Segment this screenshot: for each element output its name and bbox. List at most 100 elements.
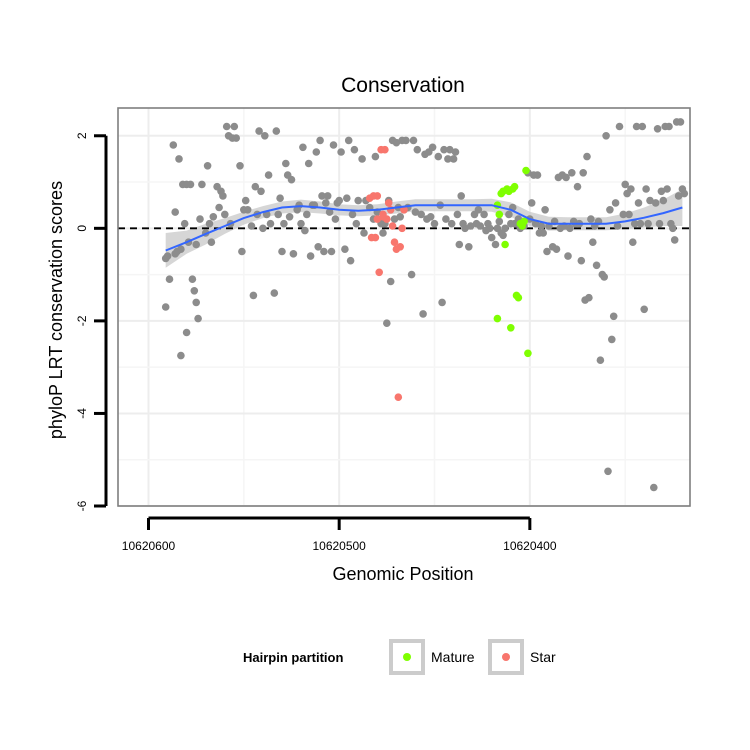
data-point-other: [219, 192, 227, 200]
data-point-other: [539, 229, 547, 237]
data-point-other: [402, 136, 410, 145]
data-point-other: [320, 247, 328, 256]
data-point-other: [251, 182, 260, 191]
data-point-mature: [518, 222, 526, 230]
data-point-other: [476, 222, 485, 230]
data-point-other: [417, 210, 426, 219]
data-point-other: [299, 143, 307, 152]
data-point-other: [188, 275, 197, 284]
data-point-other: [613, 222, 622, 230]
data-point-star: [373, 192, 382, 200]
data-point-other: [352, 219, 361, 228]
data-point-other: [487, 233, 496, 242]
data-point-other: [346, 256, 355, 265]
data-point-other: [676, 118, 685, 126]
data-point-other: [171, 208, 179, 216]
data-point-star: [396, 243, 405, 251]
data-point-other: [316, 136, 324, 145]
data-point-other: [358, 155, 366, 163]
plot-panel-border: [117, 107, 691, 507]
smooth-fit-layer: [165, 204, 683, 252]
data-point-other: [163, 252, 172, 260]
data-point-other: [486, 224, 494, 233]
data-point-other: [455, 240, 464, 249]
data-point-other: [611, 199, 620, 207]
data-point-other: [386, 277, 395, 286]
data-point-other: [474, 206, 483, 214]
legend-marker-mature: [403, 653, 411, 661]
data-point-other: [621, 180, 629, 189]
data-point-other: [236, 162, 244, 170]
legend-label-star: Star: [530, 649, 556, 665]
data-point-other: [232, 134, 240, 142]
y-tick-label: -6: [75, 500, 89, 511]
data-point-other: [465, 243, 473, 251]
data-point-other: [259, 224, 267, 233]
legend: Hairpin partition Mature Star: [243, 639, 556, 675]
data-point-other: [274, 210, 283, 219]
data-point-other: [209, 213, 218, 221]
data-point-other: [564, 252, 572, 260]
x-axis-title: Genomic Position: [332, 564, 473, 584]
data-point-other: [335, 196, 344, 205]
data-point-other: [407, 270, 416, 279]
data-point-other: [205, 219, 214, 228]
data-point-other: [428, 143, 437, 152]
data-point-star: [390, 238, 399, 246]
data-point-other: [600, 273, 608, 281]
x-tick-label: 10620500: [312, 539, 366, 553]
data-point-other: [306, 252, 315, 260]
data-point-other: [285, 213, 294, 221]
data-point-other: [680, 189, 689, 198]
data-point-other: [495, 217, 504, 226]
data-point-other: [434, 152, 443, 161]
data-point-other: [653, 125, 662, 133]
data-point-other: [659, 196, 668, 205]
data-point-star: [379, 213, 387, 221]
data-point-other: [280, 219, 288, 228]
data-point-other: [287, 175, 296, 184]
data-point-other: [289, 250, 298, 258]
data-point-other: [619, 210, 628, 219]
data-point-other: [354, 196, 363, 205]
data-point-other: [440, 145, 448, 154]
data-point-other: [383, 319, 391, 328]
y-axis-title: phyloP LRT conservation scores: [46, 181, 66, 439]
data-point-other: [447, 219, 456, 228]
legend-marker-star: [502, 653, 510, 661]
legend-item-mature: Mature: [389, 639, 475, 675]
data-point-mature: [493, 314, 502, 323]
data-point-other: [360, 229, 368, 237]
data-point-other: [257, 187, 265, 196]
data-point-other: [562, 173, 570, 182]
legend-key-mature: [389, 639, 425, 675]
data-point-other: [627, 185, 635, 193]
data-point-other: [272, 127, 281, 135]
data-point-other: [585, 293, 593, 302]
y-axis: -6 -4 -2 0 2: [75, 132, 108, 511]
data-point-other: [312, 148, 321, 156]
data-point-other: [480, 210, 488, 219]
data-point-other: [651, 199, 660, 207]
data-point-star: [373, 215, 382, 223]
data-point-other: [625, 210, 633, 219]
data-point-other: [491, 240, 500, 249]
data-point-other: [606, 206, 614, 214]
legend-title: Hairpin partition: [243, 650, 343, 665]
data-point-other: [596, 356, 605, 365]
data-point-other: [196, 215, 204, 223]
data-point-other: [175, 155, 183, 163]
data-point-star: [398, 224, 406, 233]
data-point-star: [384, 199, 393, 207]
data-point-other: [390, 215, 399, 223]
x-tick-label: 10620400: [503, 539, 557, 553]
data-point-other: [604, 467, 612, 476]
data-point-other: [303, 210, 311, 219]
data-point-star: [394, 393, 403, 402]
data-point-other: [221, 210, 229, 219]
y-tick-label: -2: [75, 315, 89, 326]
chart-title: Conservation: [341, 74, 465, 97]
data-point-star: [381, 145, 389, 154]
